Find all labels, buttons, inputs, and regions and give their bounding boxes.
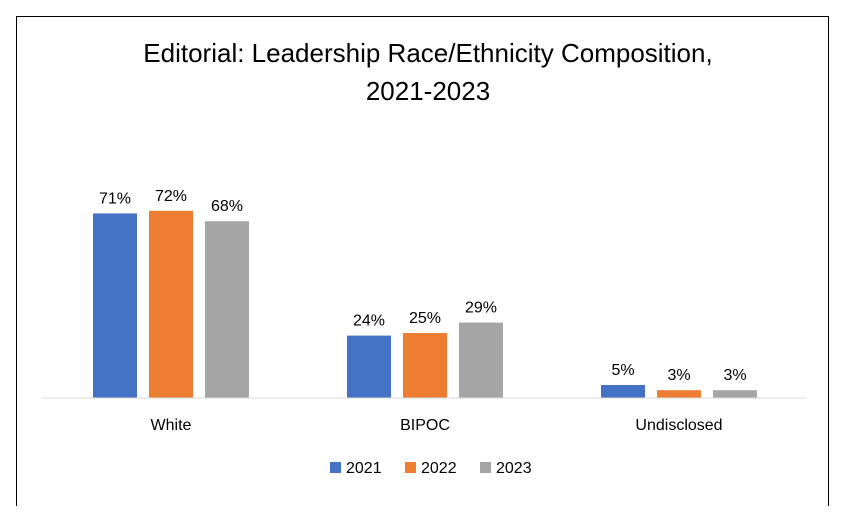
bar-white-2023: [205, 221, 249, 398]
legend-swatch-2023: [480, 462, 491, 473]
legend-swatch-2021: [330, 462, 341, 473]
data-labels-group: 71% 72% 68% 24% 25% 29% 5% 3% 3%: [99, 188, 747, 384]
legend-label-2022: 2022: [421, 460, 457, 477]
bars-group: [93, 210, 757, 398]
data-label-white-2023: 68%: [211, 198, 243, 215]
bar-undisclosed-2022: [657, 390, 701, 398]
bar-white-2022: [149, 210, 193, 398]
bar-undisclosed-2023: [713, 390, 757, 398]
chart-title-line-1: Editorial: Leadership Race/Ethnicity Com…: [143, 38, 712, 68]
category-label-undisclosed: Undisclosed: [635, 417, 722, 434]
data-label-undisclosed-2023: 3%: [723, 367, 746, 384]
data-label-white-2021: 71%: [99, 190, 131, 207]
data-label-white-2022: 72%: [155, 188, 187, 205]
bar-bipoc-2022: [403, 333, 447, 398]
data-label-bipoc-2023: 29%: [465, 300, 497, 317]
legend-swatch-2022: [405, 462, 416, 473]
legend-label-2023: 2023: [496, 460, 532, 477]
bar-bipoc-2021: [347, 335, 391, 398]
data-label-undisclosed-2021: 5%: [611, 362, 634, 379]
legend-label-2021: 2021: [346, 460, 382, 477]
category-labels-group: White BIPOC Undisclosed: [151, 417, 723, 434]
bar-bipoc-2023: [459, 322, 503, 398]
data-label-bipoc-2022: 25%: [409, 310, 441, 327]
category-label-white: White: [151, 417, 192, 434]
category-label-bipoc: BIPOC: [400, 417, 450, 434]
bar-white-2021: [93, 213, 137, 398]
bar-undisclosed-2021: [601, 385, 645, 398]
legend: 2021 2022 2023: [330, 460, 532, 477]
chart-frame: [16, 16, 829, 506]
data-label-undisclosed-2022: 3%: [667, 367, 690, 384]
chart-title-line-2: 2021-2023: [366, 76, 490, 106]
data-label-bipoc-2021: 24%: [353, 313, 385, 330]
